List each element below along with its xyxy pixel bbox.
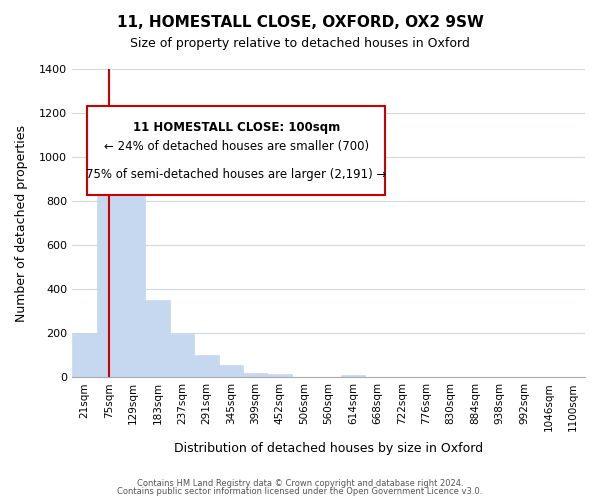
Bar (121, 184, 145, 378)
Text: Size of property relative to detached houses in Oxford: Size of property relative to detached ho… (130, 38, 470, 51)
Bar (243, 373, 268, 378)
Bar (341, 375, 365, 378)
Text: Contains HM Land Registry data © Crown copyright and database right 2024.: Contains HM Land Registry data © Crown c… (137, 478, 463, 488)
Bar (218, 366, 243, 378)
FancyBboxPatch shape (88, 106, 385, 196)
Bar (268, 374, 292, 378)
Text: Contains public sector information licensed under the Open Government Licence v3: Contains public sector information licen… (118, 487, 482, 496)
Text: 75% of semi-detached houses are larger (2,191) →: 75% of semi-detached houses are larger (… (86, 168, 386, 180)
Y-axis label: Number of detached properties: Number of detached properties (15, 124, 28, 322)
Bar (72, 334, 97, 378)
X-axis label: Distribution of detached houses by size in Oxford: Distribution of detached houses by size … (174, 442, 483, 455)
Text: ← 24% of detached houses are smaller (700): ← 24% of detached houses are smaller (70… (104, 140, 369, 153)
Bar (145, 300, 170, 378)
Bar (194, 356, 218, 378)
Text: 11, HOMESTALL CLOSE, OXFORD, OX2 9SW: 11, HOMESTALL CLOSE, OXFORD, OX2 9SW (116, 15, 484, 30)
Bar (97, 130, 121, 378)
Bar (170, 334, 194, 378)
Text: 11 HOMESTALL CLOSE: 100sqm: 11 HOMESTALL CLOSE: 100sqm (133, 122, 340, 134)
